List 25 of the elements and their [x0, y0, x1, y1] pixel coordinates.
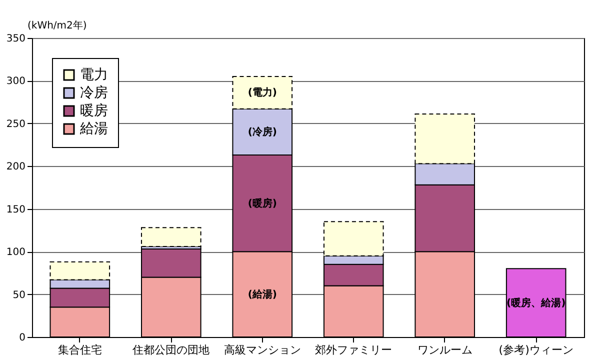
y-tick-label: 0 — [19, 332, 26, 344]
y-tick-label: 100 — [6, 247, 26, 258]
legend-label: 給湯 — [79, 121, 108, 137]
x-tick-label: (参考)ウィーン — [498, 344, 574, 356]
annotation: (電力) — [248, 86, 277, 99]
legend-label: 冷房 — [80, 85, 108, 101]
legend-label: 電力 — [80, 67, 108, 83]
x-tick-label: 住都公団の団地 — [132, 344, 210, 356]
y-tick-label: 300 — [6, 76, 26, 88]
y-tick-label: 200 — [6, 162, 26, 173]
bar — [140, 227, 202, 247]
y-axis-title: (kWh/m2年) — [28, 20, 87, 32]
annotation: (給湯) — [248, 288, 277, 300]
annotation: (暖房、給湯) — [506, 296, 566, 309]
annotation: (暖房) — [248, 197, 277, 210]
legend-label: 暖房 — [80, 103, 108, 119]
y-tick-label: 50 — [12, 290, 26, 301]
annotation: (冷房) — [248, 126, 277, 138]
y-tick-label: 250 — [6, 118, 26, 130]
x-tick-label: 高級マンション — [224, 344, 301, 356]
x-tick-label: 郊外ファミリー — [315, 344, 392, 356]
x-tick-label: ワンルーム — [417, 344, 472, 356]
x-tick-label: 集合住宅 — [58, 344, 102, 356]
y-tick-label: 350 — [6, 34, 26, 44]
y-tick-label: 150 — [6, 204, 26, 216]
